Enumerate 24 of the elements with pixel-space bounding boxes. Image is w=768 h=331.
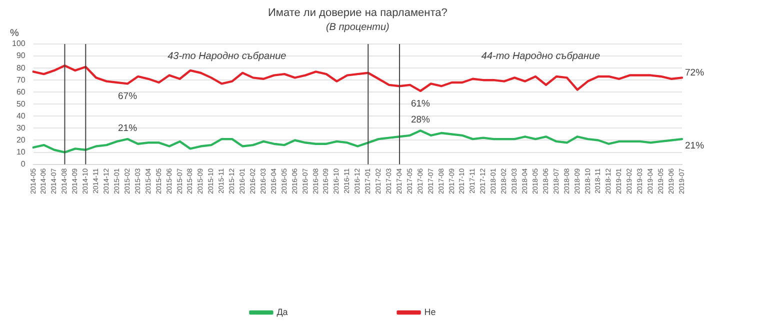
chart-title: Имате ли доверие на парламента? — [268, 7, 448, 19]
y-tick-label: 50 — [16, 99, 26, 108]
annotation: 61% — [410, 98, 431, 110]
y-tick-label: 70 — [16, 75, 26, 84]
annotation: 67% — [118, 91, 138, 102]
legend-label: Да — [276, 306, 288, 317]
annotation: 21% — [118, 122, 138, 134]
y-axis-title: % — [10, 28, 19, 39]
chart-subtitle: (В проценти) — [326, 22, 390, 33]
y-tick-label: 0 — [20, 160, 26, 169]
annotation: 21% — [685, 140, 705, 152]
legend-label: Не — [424, 306, 436, 317]
y-tick-label: 20 — [16, 135, 26, 144]
y-tick-label: 10 — [16, 147, 26, 156]
y-tick-label: 90 — [16, 51, 26, 60]
annotation: 44-то Народно събрание — [481, 50, 601, 62]
y-tick-label: 30 — [16, 123, 26, 132]
y-tick-label: 80 — [16, 63, 26, 72]
y-tick-label: 60 — [16, 87, 26, 96]
y-tick-label: 40 — [16, 111, 26, 120]
annotation: 28% — [410, 114, 431, 126]
y-tick-label: 100 — [12, 39, 26, 48]
annotation: 72% — [685, 68, 705, 79]
annotation: 43-то Народно събрание — [168, 50, 287, 62]
